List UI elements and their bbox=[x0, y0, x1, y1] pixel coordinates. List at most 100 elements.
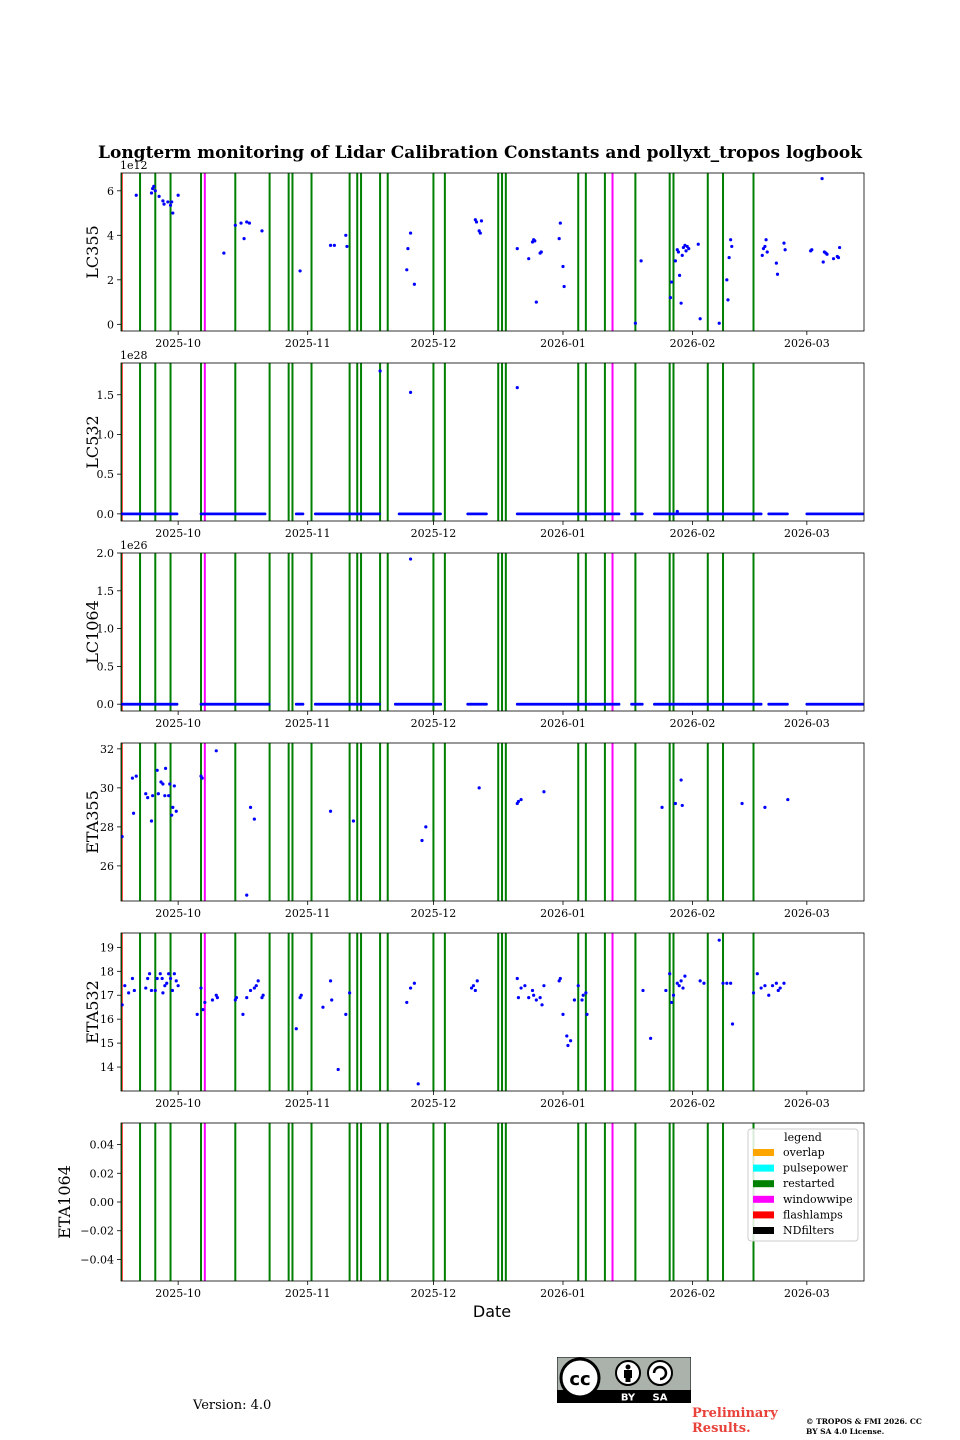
data-point bbox=[727, 255, 731, 260]
legend-label-pulsepower: pulsepower bbox=[783, 1162, 848, 1175]
data-point bbox=[687, 247, 691, 251]
event-lines bbox=[121, 553, 755, 711]
data-point bbox=[649, 1036, 653, 1040]
data-point bbox=[671, 993, 676, 997]
data-point bbox=[344, 1012, 348, 1016]
data-point bbox=[420, 838, 424, 843]
event-lines bbox=[121, 933, 755, 1091]
y-tick-label: −0.02 bbox=[80, 1225, 114, 1238]
data-point bbox=[783, 248, 787, 252]
data-point bbox=[130, 776, 135, 780]
data-point bbox=[330, 998, 334, 1002]
data-point bbox=[247, 221, 252, 225]
y-tick-label: 1.5 bbox=[97, 389, 115, 402]
data-point bbox=[751, 991, 756, 995]
x-tick-label: 2025-10 bbox=[155, 527, 201, 540]
data-point bbox=[475, 979, 479, 983]
x-tick-label: 2026-02 bbox=[670, 717, 716, 730]
data-point bbox=[166, 200, 170, 204]
axes-frame bbox=[120, 742, 865, 902]
license-sa-label: SA bbox=[653, 1393, 668, 1404]
data-point bbox=[566, 1043, 570, 1048]
data-point bbox=[821, 260, 825, 264]
data-point bbox=[730, 244, 734, 249]
baseline-point bbox=[377, 512, 381, 516]
data-point bbox=[328, 243, 333, 247]
data-point bbox=[726, 298, 730, 302]
svg-text:cc: cc bbox=[569, 1369, 590, 1390]
data-point bbox=[515, 976, 519, 981]
version-label: Version: 4.0 bbox=[193, 1398, 272, 1413]
license-by-label: BY bbox=[621, 1393, 636, 1404]
x-tick-label: 2025-12 bbox=[411, 717, 457, 730]
data-point bbox=[684, 249, 688, 253]
data-point bbox=[669, 1000, 674, 1005]
y-tick-label: 1.0 bbox=[97, 428, 115, 441]
data-point bbox=[134, 774, 138, 778]
data-point bbox=[515, 386, 519, 390]
x-tick-label: 2025-11 bbox=[285, 717, 331, 730]
data-point bbox=[641, 988, 645, 993]
data-point bbox=[127, 991, 131, 995]
y-tick-label: −0.04 bbox=[80, 1253, 114, 1266]
y-tick-label: 1.0 bbox=[97, 623, 115, 636]
data-point bbox=[163, 984, 167, 988]
y-exponent-label: 1e12 bbox=[120, 159, 148, 172]
data-point bbox=[527, 996, 531, 1000]
data-point bbox=[408, 986, 413, 990]
y-exponent-label: 1e28 bbox=[120, 349, 148, 362]
data-point bbox=[132, 988, 136, 993]
axes-frame bbox=[120, 552, 865, 712]
x-tick-label: 2026-03 bbox=[784, 717, 830, 730]
y-tick-label: 0 bbox=[107, 318, 114, 331]
data-point bbox=[176, 984, 180, 988]
y-tick-label: 6 bbox=[107, 185, 114, 198]
data-point bbox=[776, 988, 780, 993]
legend-swatch-NDfilters bbox=[753, 1227, 774, 1234]
data-point bbox=[156, 792, 160, 796]
x-tick-label: 2026-02 bbox=[670, 337, 716, 350]
figure-title: Longterm monitoring of Lidar Calibration… bbox=[98, 143, 863, 163]
y-tick-label: 16 bbox=[100, 1013, 114, 1026]
data-point bbox=[471, 984, 476, 988]
data-point bbox=[134, 193, 138, 197]
data-point bbox=[170, 813, 174, 817]
data-point bbox=[170, 988, 175, 993]
data-point bbox=[165, 981, 169, 985]
data-point bbox=[838, 245, 842, 250]
y-tick-label: 18 bbox=[100, 965, 114, 978]
data-point bbox=[831, 257, 836, 261]
x-tick-label: 2025-10 bbox=[155, 337, 201, 350]
data-point bbox=[519, 797, 523, 802]
data-point bbox=[146, 796, 150, 800]
data-point bbox=[152, 184, 156, 188]
data-point bbox=[676, 250, 681, 254]
data-point bbox=[233, 998, 237, 1002]
data-point bbox=[469, 986, 474, 990]
x-tick-label: 2025-11 bbox=[285, 527, 331, 540]
y-tick-label: 0.0 bbox=[97, 508, 115, 521]
x-tick-label: 2026-01 bbox=[540, 337, 586, 350]
data-point bbox=[782, 981, 786, 985]
data-point bbox=[810, 248, 814, 252]
data-point bbox=[774, 261, 778, 265]
data-point bbox=[130, 976, 135, 981]
data-point bbox=[168, 976, 173, 981]
data-point bbox=[161, 199, 165, 203]
data-point bbox=[523, 984, 527, 988]
y-tick-label: 0.02 bbox=[90, 1167, 115, 1180]
panel-lc355: 2025-10 2025-11 2025-12 2026-01 2026-02 2026-… bbox=[83, 159, 865, 350]
data-point bbox=[294, 1027, 298, 1031]
data-points bbox=[121, 938, 786, 1086]
x-tick-label: 2025-10 bbox=[155, 717, 201, 730]
data-point bbox=[328, 979, 333, 983]
data-point bbox=[474, 220, 479, 224]
data-point bbox=[581, 993, 585, 997]
data-point bbox=[576, 984, 580, 988]
legend-swatch-restarted bbox=[753, 1180, 774, 1188]
license-badge: cc BY SA bbox=[556, 1356, 692, 1404]
data-point bbox=[151, 794, 155, 798]
data-point bbox=[248, 988, 253, 993]
data-point bbox=[172, 972, 176, 976]
axes-frame bbox=[120, 172, 865, 332]
